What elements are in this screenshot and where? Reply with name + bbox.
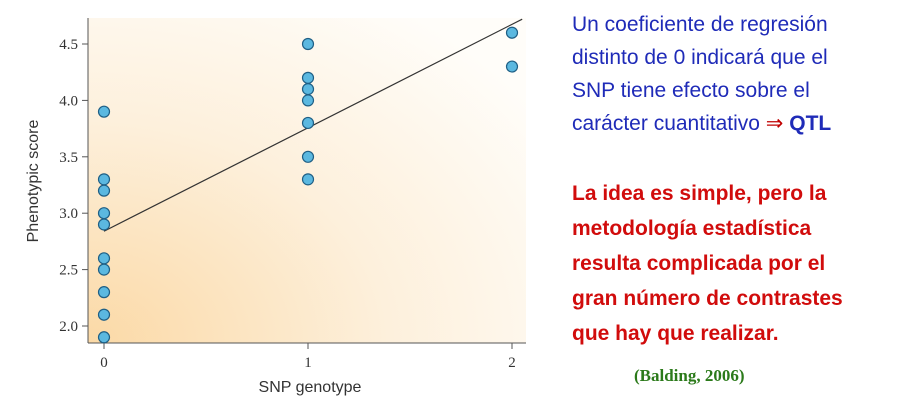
red-line-2: metodología estadística (572, 217, 812, 240)
data-point (97, 252, 111, 265)
data-point (97, 218, 111, 231)
x-tick-label: 0 (100, 355, 108, 371)
data-point (97, 286, 111, 299)
y-tick-label: 4.0 (59, 93, 78, 109)
text-panel: Un coeficiente de regresión distinto de … (572, 8, 902, 345)
data-point (301, 37, 315, 51)
tick-labels: 2.0 2.5 3.0 3.5 4.0 4.5 0 1 2 (59, 37, 516, 371)
data-points (97, 26, 519, 344)
data-point (505, 26, 519, 39)
data-point (505, 60, 519, 73)
data-point (97, 105, 111, 118)
data-point (97, 184, 111, 197)
data-point (301, 71, 315, 84)
blue-line-3: SNP tiene efecto sobre el (572, 79, 810, 102)
data-point (301, 94, 315, 107)
x-tick-label: 2 (508, 355, 516, 371)
x-tick-label: 1 (304, 355, 312, 371)
blue-line-4: carácter cuantitativo (572, 112, 760, 135)
citation: (Balding, 2006) (634, 366, 745, 385)
blue-line-1: Un coeficiente de regresión (572, 13, 828, 36)
regression-explanation: Un coeficiente de regresión distinto de … (572, 8, 902, 140)
red-line-4: gran número de contrastes (572, 287, 843, 310)
methodology-note: La idea es simple, pero la metodología e… (572, 176, 902, 351)
data-point (301, 173, 315, 186)
qtl-label: QTL (789, 112, 832, 135)
y-tick-label: 2.5 (59, 263, 78, 279)
x-axis-label: SNP genotype (259, 379, 362, 396)
y-tick-label: 3.5 (59, 150, 78, 166)
red-line-5: que hay que realizar. (572, 322, 779, 345)
y-tick-label: 2.0 (59, 319, 78, 335)
data-point (97, 173, 111, 186)
implies-arrow-icon: ⇒ (765, 112, 784, 135)
data-point (301, 150, 315, 163)
data-point (97, 263, 111, 276)
scatter-chart: 2.0 2.5 3.0 3.5 4.0 4.5 0 1 2 SNP genotype Pheno… (25, 18, 526, 396)
y-tick-label: 4.5 (59, 37, 78, 53)
data-point (97, 331, 111, 344)
y-tick-label: 3.0 (59, 206, 78, 222)
red-line-1: La idea es simple, pero la (572, 182, 827, 205)
data-point (97, 207, 111, 220)
red-line-3: resulta complicada por el (572, 252, 826, 275)
y-axis-label: Phenotypic score (25, 120, 42, 243)
data-point (301, 116, 315, 130)
blue-line-2: distinto de 0 indicará que el (572, 46, 828, 69)
data-point (301, 83, 315, 96)
axes (82, 18, 526, 349)
data-point (97, 308, 111, 321)
